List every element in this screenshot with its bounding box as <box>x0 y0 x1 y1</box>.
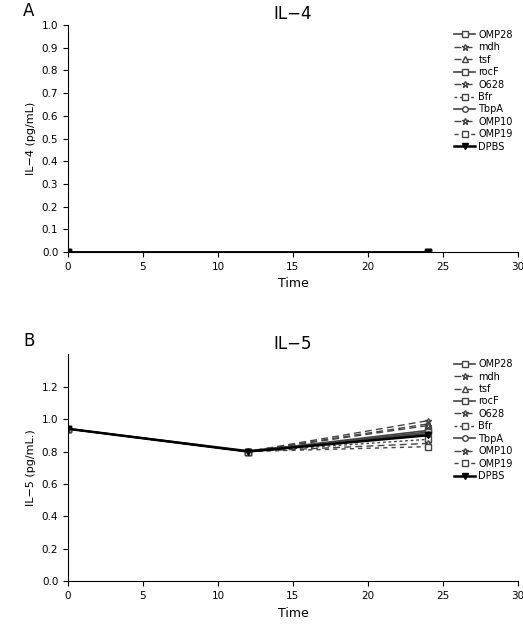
Legend: OMP28, mdh, tsf, rocF, O628, Bfr, TbpA, OMP10, OMP19, DPBS: OMP28, mdh, tsf, rocF, O628, Bfr, TbpA, … <box>454 30 513 152</box>
Text: A: A <box>23 2 35 20</box>
Title: IL−4: IL−4 <box>274 6 312 24</box>
Text: B: B <box>23 331 35 349</box>
Legend: OMP28, mdh, tsf, rocF, O628, Bfr, TbpA, OMP10, OMP19, DPBS: OMP28, mdh, tsf, rocF, O628, Bfr, TbpA, … <box>454 359 513 481</box>
X-axis label: Time: Time <box>278 278 308 291</box>
Title: IL−5: IL−5 <box>274 334 312 352</box>
Y-axis label: IL−5 (pg/mL.): IL−5 (pg/mL.) <box>26 429 36 506</box>
X-axis label: Time: Time <box>278 606 308 619</box>
Y-axis label: IL−4 (pg/mL): IL−4 (pg/mL) <box>26 102 36 175</box>
